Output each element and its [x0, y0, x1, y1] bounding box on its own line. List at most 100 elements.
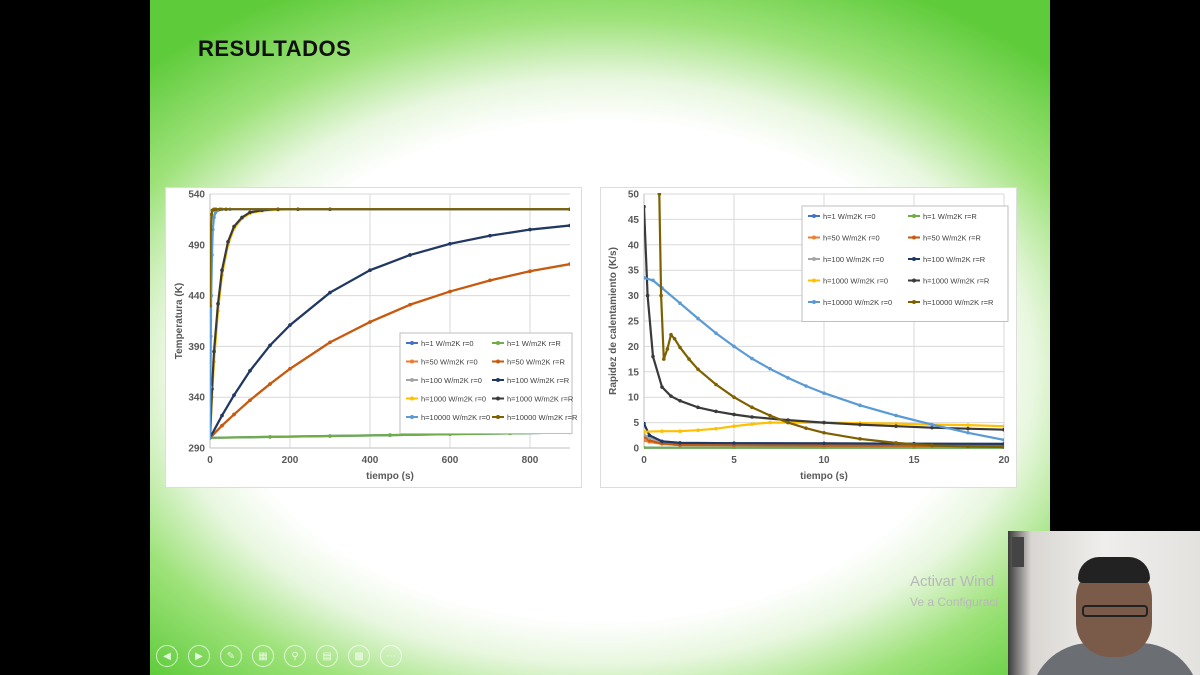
temp-data-point	[328, 290, 332, 295]
temp-series-3	[210, 262, 570, 440]
rate-xtick-label: 15	[908, 455, 920, 466]
rate-data-point	[768, 366, 772, 371]
rate-legend-swatch	[912, 300, 916, 304]
temp-data-point	[328, 434, 332, 438]
rate-data-point	[1002, 427, 1004, 432]
windows-activation-watermark: Activar Wind Ve a Configuraci	[910, 572, 998, 612]
pen-icon[interactable]: ✎	[220, 645, 242, 667]
camera-icon[interactable]: ▩	[348, 645, 370, 667]
watermark-line2: Ve a Configuraci	[910, 595, 999, 609]
subtitles-icon[interactable]: ▤	[316, 645, 338, 667]
temp-data-point	[248, 210, 252, 215]
rate-data-point	[786, 376, 790, 380]
slides-icon[interactable]: ▦	[252, 645, 274, 667]
rate-xtick-label: 5	[731, 455, 737, 466]
presenter-glasses	[1082, 605, 1148, 617]
temp-legend-label: h=100 W/m2K r=R	[507, 376, 570, 385]
rate-legend-swatch	[812, 278, 816, 283]
temp-legend-item: h=1000 W/m2K r=R	[492, 395, 574, 404]
rate-ytick-label: 0	[633, 444, 639, 455]
rate-data-point	[644, 429, 646, 434]
temp-legend-item: h=10000 W/m2K r=0	[406, 413, 490, 422]
temp-series-9	[210, 207, 570, 308]
heating-rate-chart-svg: 0 5 10 15 20 25 30 35 40 45 50 0 5 10 15 20 tiempo (s) Ra…	[608, 190, 1010, 483]
rate-legend-label: h=1 W/m2K r=0	[823, 212, 876, 221]
rate-data-point	[645, 293, 650, 298]
temperature-chart-svg: 290 340 390 440 490 540 0 200 400 600 800 tiempo (s…	[174, 190, 578, 483]
temp-data-point	[368, 268, 372, 272]
rate-data-point	[714, 426, 718, 431]
rate-data-point	[678, 301, 682, 306]
prev-icon[interactable]: ◀	[156, 645, 178, 667]
temp-data-point	[210, 212, 214, 217]
presenter-hair	[1078, 557, 1150, 583]
temp-legend-item: h=100 W/m2K r=0	[406, 376, 482, 385]
zoom-icon[interactable]: ⚲	[284, 645, 306, 667]
slide-title: RESULTADOS	[198, 36, 352, 61]
temp-data-point	[232, 412, 236, 417]
temp-series-5	[210, 223, 570, 440]
temp-data-point	[210, 334, 213, 339]
temp-data-point	[220, 268, 224, 272]
temp-data-point	[408, 302, 412, 307]
temp-data-point	[232, 224, 236, 229]
rate-data-point	[696, 316, 700, 321]
temp-data-point	[488, 233, 492, 238]
temp-legend-box	[399, 332, 573, 434]
temp-legend-label: h=100 W/m2K r=0	[421, 376, 482, 385]
temp-data-point	[408, 253, 412, 257]
temp-data-point	[213, 210, 218, 215]
temp-xtick-label: 600	[442, 455, 459, 466]
rate-legend-item: h=1000 W/m2K r=0	[808, 277, 888, 286]
temp-legend-swatch	[410, 359, 414, 364]
rate-data-point	[644, 445, 646, 449]
temp-data-point	[268, 435, 272, 439]
webcam-video	[1008, 531, 1200, 675]
rate-data-point	[660, 439, 664, 444]
temp-legend-item: h=1 W/m2K r=R	[492, 339, 561, 348]
temp-data-point	[216, 301, 220, 306]
temp-series-line	[210, 208, 570, 306]
temp-data-point	[368, 320, 372, 324]
rate-data-point	[657, 193, 662, 196]
temp-data-point	[210, 436, 212, 440]
rate-ytick-label: 15	[628, 367, 640, 378]
temp-ytick-label: 290	[188, 444, 205, 455]
rate-legend-item: h=1 W/m2K r=0	[808, 212, 876, 221]
rate-legend-label: h=1000 W/m2K r=R	[923, 277, 990, 286]
rate-data-point	[930, 425, 934, 430]
rate-series-6	[644, 420, 1004, 434]
temp-legend-swatch	[410, 341, 414, 345]
more-icon[interactable]: ⋯	[380, 645, 402, 667]
rate-ytick-label: 5	[633, 418, 639, 429]
temp-ytick-label: 540	[188, 190, 205, 201]
rate-data-point	[804, 426, 808, 430]
slideshow-toolbar: ◀ ▶ ✎ ▦ ⚲ ▤ ▩ ⋯	[156, 645, 402, 667]
rate-legend-label: h=50 W/m2K r=0	[823, 234, 880, 243]
temp-data-point	[448, 289, 452, 294]
temp-ytick-label: 440	[188, 291, 205, 302]
temp-legend-swatch	[410, 415, 414, 419]
rate-data-point	[651, 278, 655, 283]
temp-y-axis-label: Temperatura (K)	[174, 283, 185, 360]
rate-legend: h=1 W/m2K r=0 h=1 W/m2K r=R h=50 W/m2K r=0…	[801, 205, 1009, 322]
rate-legend-swatch	[812, 214, 816, 218]
temp-data-point	[220, 413, 224, 418]
rate-data-point	[966, 430, 970, 435]
rate-data-point	[750, 405, 754, 410]
temp-legend-swatch	[410, 396, 414, 401]
temp-data-point	[220, 423, 224, 428]
rate-data-point	[644, 421, 646, 426]
temp-legend-item: h=50 W/m2K r=R	[492, 358, 566, 367]
temp-legend-label: h=1000 W/m2K r=0	[421, 395, 486, 404]
rate-data-point	[665, 347, 670, 351]
temp-data-point	[528, 227, 532, 232]
temp-data-point	[232, 393, 236, 397]
rate-data-point	[768, 420, 772, 425]
rate-data-point	[894, 424, 898, 428]
rate-legend-swatch	[812, 257, 816, 261]
rate-xtick-label: 20	[998, 455, 1010, 466]
rate-data-point	[768, 413, 772, 418]
next-icon[interactable]: ▶	[188, 645, 210, 667]
temp-data-point	[388, 433, 392, 437]
